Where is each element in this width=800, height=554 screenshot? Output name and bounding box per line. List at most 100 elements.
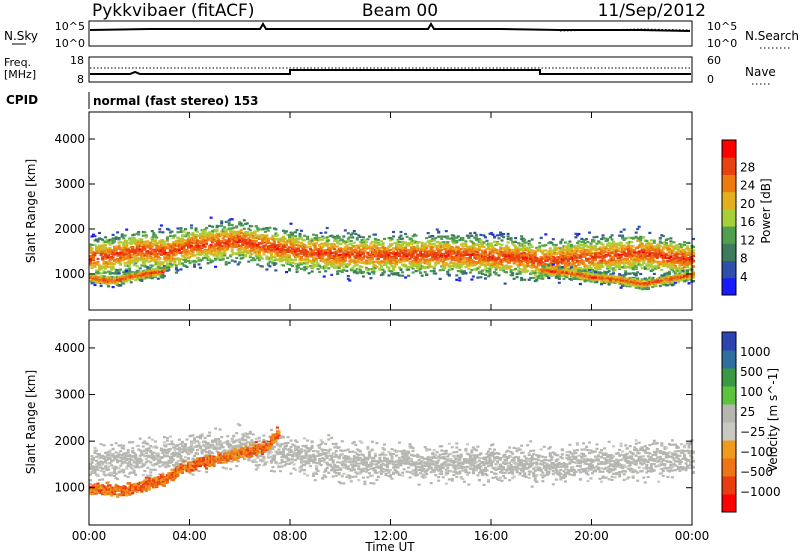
echo-cell <box>551 261 555 265</box>
echo-cell <box>612 252 616 255</box>
echo-cell <box>257 253 261 256</box>
echo-cell <box>230 253 234 256</box>
echo-cell <box>429 248 433 251</box>
echo-cell <box>355 264 359 267</box>
echo-cell <box>500 243 504 246</box>
echo-cell <box>405 235 409 238</box>
echo-cell <box>446 241 450 244</box>
echo-cell <box>125 245 129 248</box>
echo-cell <box>117 247 121 250</box>
echo-cell <box>215 224 219 227</box>
echo-cell <box>533 251 537 255</box>
echo-cell <box>134 251 138 254</box>
echo-cell <box>580 258 584 261</box>
echo-cell <box>193 263 196 266</box>
echo-cell <box>236 232 240 235</box>
echo-cell <box>419 250 423 254</box>
echo-cell <box>152 256 156 259</box>
echo-cell <box>589 266 593 269</box>
echo-cell <box>376 256 380 259</box>
echo-cell <box>218 224 222 228</box>
echo-cell <box>285 244 288 247</box>
echo-cell <box>479 270 483 273</box>
echo-cell <box>304 267 308 270</box>
echo-cell <box>181 262 184 265</box>
echo-cell <box>476 239 480 242</box>
echo-cell <box>351 253 355 256</box>
echo-cell <box>292 241 296 244</box>
echo-cell <box>393 255 397 258</box>
echo-cell <box>319 242 323 246</box>
echo-cell <box>162 249 166 252</box>
echo-cell <box>199 233 202 236</box>
echo-cell <box>288 261 291 264</box>
echo-cell <box>96 240 100 243</box>
nsearch-tick-bottom: 10^0 <box>707 37 737 50</box>
echo-cell <box>325 226 329 230</box>
echo-cell <box>245 230 249 234</box>
echo-cell <box>556 247 560 250</box>
echo-cell <box>318 244 322 247</box>
echo-cell <box>265 234 269 237</box>
echo-cell <box>438 277 442 280</box>
echo-cell <box>327 243 331 246</box>
echo-cell <box>205 254 209 257</box>
echo-cell <box>137 246 141 249</box>
echo-cell <box>408 254 412 257</box>
echo-cell <box>484 236 487 239</box>
echo-cell <box>607 261 611 264</box>
echo-cell <box>200 240 204 243</box>
echo-cell <box>288 246 291 249</box>
echo-cell <box>444 230 448 233</box>
echo-cell <box>164 258 168 261</box>
echo-cell <box>134 240 138 243</box>
echo-cell <box>490 266 493 269</box>
echo-cell <box>473 253 477 256</box>
echo-cell <box>297 247 300 250</box>
echo-cell <box>566 245 570 248</box>
echo-cell <box>98 250 101 253</box>
echo-cell <box>386 252 389 255</box>
echo-cell <box>111 256 115 259</box>
echo-cell <box>407 244 411 247</box>
echo-cell <box>484 265 487 268</box>
echo-cell <box>272 263 276 266</box>
nsky-tick-bottom: 10^0 <box>55 37 85 50</box>
echo-cell <box>177 249 181 252</box>
echo-cell <box>199 259 202 262</box>
echo-cell <box>432 267 436 270</box>
echo-cell <box>458 279 462 282</box>
echo-cell <box>446 263 450 266</box>
echo-cell <box>560 238 564 241</box>
echo-cell <box>203 230 207 233</box>
echo-cell <box>526 269 530 272</box>
echo-cell <box>506 232 510 235</box>
echo-cell <box>203 228 207 231</box>
echo-cell <box>98 268 101 271</box>
echo-cell <box>96 262 100 265</box>
echo-cell <box>300 249 303 252</box>
echo-cell <box>173 260 177 264</box>
echo-cell <box>557 252 561 255</box>
echo-cell <box>155 254 159 257</box>
echo-cell <box>158 247 162 251</box>
echo-cell <box>239 224 243 227</box>
echo-cell <box>176 257 180 260</box>
echo-cell <box>410 256 414 259</box>
echo-cell <box>544 249 548 252</box>
echo-cell <box>580 249 584 252</box>
echo-cell <box>419 265 423 268</box>
echo-cell <box>129 242 133 245</box>
echo-cell <box>459 243 463 246</box>
echo-cell <box>194 260 198 263</box>
echo-cell <box>135 260 139 263</box>
echo-cell <box>253 232 257 235</box>
echo-cell <box>518 256 522 259</box>
echo-cell <box>506 246 510 249</box>
echo-cell <box>387 266 391 269</box>
echo-cell <box>218 235 222 238</box>
echo-cell <box>601 234 605 237</box>
echo-cell <box>594 254 597 258</box>
echo-cell <box>96 270 100 274</box>
echo-cell <box>373 233 377 236</box>
